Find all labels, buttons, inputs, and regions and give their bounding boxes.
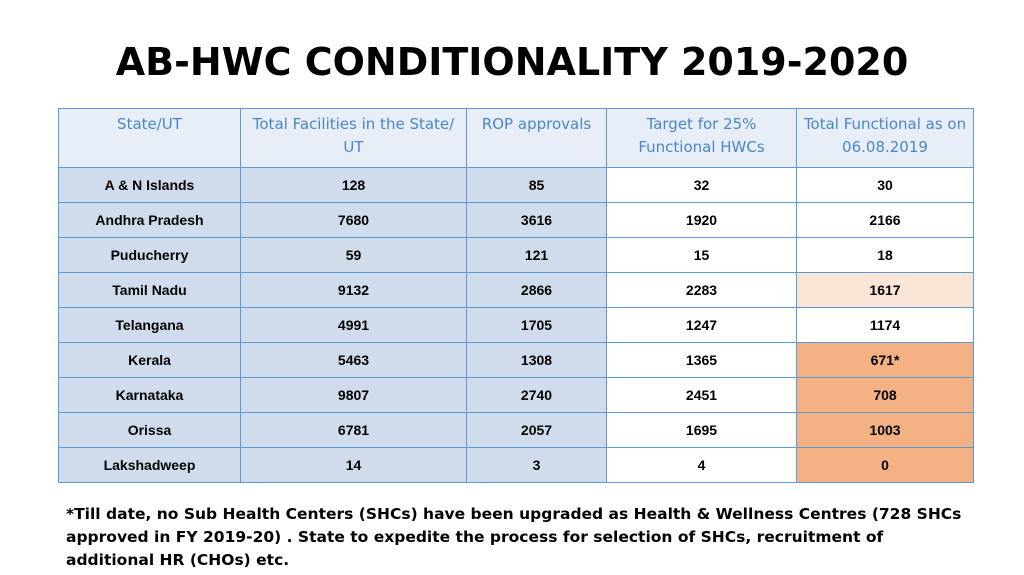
cell-total-functional: 18 bbox=[796, 237, 974, 273]
cell-total-facilities: 7680 bbox=[240, 202, 467, 238]
cell-rop-approvals: 2057 bbox=[466, 412, 607, 448]
table-row: Kerala 5463 1308 1365 671* bbox=[58, 342, 974, 378]
cell-target: 2283 bbox=[606, 272, 797, 308]
cell-total-facilities: 4991 bbox=[240, 307, 467, 343]
header-rop-approvals: ROP approvals bbox=[466, 108, 607, 168]
cell-target: 1365 bbox=[606, 342, 797, 378]
cell-total-functional: 1003 bbox=[796, 412, 974, 448]
cell-total-facilities: 5463 bbox=[240, 342, 467, 378]
cell-state: Telangana bbox=[58, 307, 241, 343]
cell-rop-approvals: 85 bbox=[466, 167, 607, 203]
table-row: Tamil Nadu 9132 2866 2283 1617 bbox=[58, 272, 974, 308]
cell-total-functional: 0 bbox=[796, 447, 974, 483]
footnote: *Till date, no Sub Health Centers (SHCs)… bbox=[66, 505, 962, 569]
cell-total-functional: 1174 bbox=[796, 307, 974, 343]
header-total-facilities: Total Facilities in the State/ UT bbox=[240, 108, 467, 168]
cell-total-facilities: 6781 bbox=[240, 412, 467, 448]
cell-total-functional: 30 bbox=[796, 167, 974, 203]
cell-total-functional: 708 bbox=[796, 377, 974, 413]
cell-rop-approvals: 121 bbox=[466, 237, 607, 273]
header-state: State/UT bbox=[58, 108, 241, 168]
cell-target: 2451 bbox=[606, 377, 797, 413]
table-row: Lakshadweep 14 3 4 0 bbox=[58, 447, 974, 483]
cell-target: 4 bbox=[606, 447, 797, 483]
cell-target: 15 bbox=[606, 237, 797, 273]
cell-total-functional: 2166 bbox=[796, 202, 974, 238]
table-row: A & N Islands 128 85 32 30 bbox=[58, 167, 974, 203]
cell-state: Tamil Nadu bbox=[58, 272, 241, 308]
table-row: Andhra Pradesh 7680 3616 1920 2166 bbox=[58, 202, 974, 238]
cell-total-facilities: 59 bbox=[240, 237, 467, 273]
cell-rop-approvals: 2866 bbox=[466, 272, 607, 308]
cell-state: A & N Islands bbox=[58, 167, 241, 203]
header-target: Target for 25% Functional HWCs bbox=[606, 108, 797, 168]
cell-state: Lakshadweep bbox=[58, 447, 241, 483]
header-total-functional: Total Functional as on 06.08.2019 bbox=[796, 108, 974, 168]
cell-state: Andhra Pradesh bbox=[58, 202, 241, 238]
cell-target: 32 bbox=[606, 167, 797, 203]
cell-rop-approvals: 2740 bbox=[466, 377, 607, 413]
cell-rop-approvals: 1705 bbox=[466, 307, 607, 343]
table-row: Karnataka 9807 2740 2451 708 bbox=[58, 377, 974, 413]
cell-total-facilities: 9132 bbox=[240, 272, 467, 308]
cell-rop-approvals: 3 bbox=[466, 447, 607, 483]
cell-state: Karnataka bbox=[58, 377, 241, 413]
cell-state: Orissa bbox=[58, 412, 241, 448]
cell-target: 1247 bbox=[606, 307, 797, 343]
page-title: AB-HWC CONDITIONALITY 2019-2020 bbox=[115, 40, 909, 84]
table-row: Orissa 6781 2057 1695 1003 bbox=[58, 412, 974, 448]
cell-rop-approvals: 1308 bbox=[466, 342, 607, 378]
table-header-row: State/UT Total Facilities in the State/ … bbox=[58, 108, 974, 168]
cell-total-facilities: 14 bbox=[240, 447, 467, 483]
conditionality-table: State/UT Total Facilities in the State/ … bbox=[58, 108, 974, 483]
cell-total-facilities: 128 bbox=[240, 167, 467, 203]
cell-total-functional: 1617 bbox=[796, 272, 974, 308]
cell-state: Kerala bbox=[58, 342, 241, 378]
cell-target: 1920 bbox=[606, 202, 797, 238]
table-row: Puducherry 59 121 15 18 bbox=[58, 237, 974, 273]
table-row: Telangana 4991 1705 1247 1174 bbox=[58, 307, 974, 343]
cell-total-functional: 671* bbox=[796, 342, 974, 378]
cell-state: Puducherry bbox=[58, 237, 241, 273]
cell-total-facilities: 9807 bbox=[240, 377, 467, 413]
cell-rop-approvals: 3616 bbox=[466, 202, 607, 238]
cell-target: 1695 bbox=[606, 412, 797, 448]
